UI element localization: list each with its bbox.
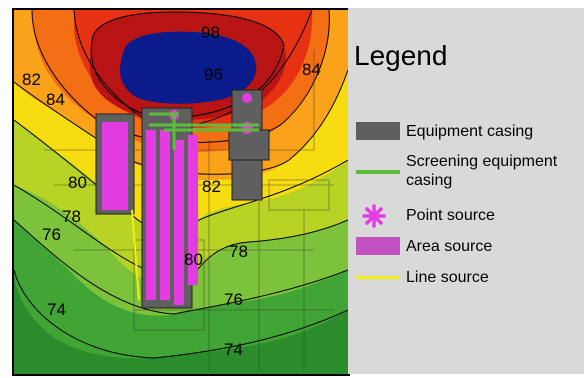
contour-label: 82: [202, 177, 221, 196]
area-source: [160, 130, 170, 300]
legend-label: Equipment casing: [406, 123, 534, 140]
legend-label: Area source: [406, 238, 493, 255]
contour-label: 76: [42, 225, 61, 244]
contour-line: [14, 269, 348, 359]
contour-line: [14, 184, 348, 281]
contour-label: 76: [224, 290, 243, 309]
point-source: [242, 93, 252, 103]
screening-equipment: [149, 112, 259, 150]
area-source: [188, 135, 198, 285]
contour-label: 78: [229, 242, 248, 261]
contour-label: 74: [224, 340, 243, 359]
green-line-icon: [356, 170, 400, 174]
contour-label: 82: [22, 70, 41, 89]
contour-label: 98: [201, 23, 220, 42]
contour-label: 80: [68, 173, 87, 192]
contour-label: 84: [46, 90, 65, 109]
legend-label: Point source: [406, 207, 495, 224]
legend-label: Line source: [406, 269, 489, 286]
legend-title: Legend: [354, 40, 448, 71]
contour-line: [31, 10, 330, 143]
line-source: [131, 209, 140, 301]
gray-rectangle-icon: [356, 122, 400, 140]
yellow-line-icon: [356, 276, 400, 279]
legend-label: Screening equipment casing: [406, 153, 558, 189]
area-source: [174, 140, 184, 305]
contour-label: 96: [204, 65, 223, 84]
contour-map-svg: 98 96 84 82 84 82 80 78 76 78 76 74 74 8…: [14, 10, 348, 374]
magenta-asterisk-icon: [362, 204, 386, 228]
site-building: [268, 179, 330, 211]
noise-contour-map: 98 96 84 82 84 82 80 78 76 78 76 74 74 8…: [12, 8, 350, 376]
legend-panel: Legend Equipment casing Screening equipm…: [348, 8, 584, 374]
equipment-casing: [228, 129, 270, 161]
point-source: [106, 152, 122, 168]
contour-line: [90, 11, 285, 119]
contour-label: 84: [302, 60, 321, 79]
contour-label: 78: [62, 207, 81, 226]
magenta-rectangle-icon: [356, 237, 400, 255]
area-source: [146, 130, 156, 300]
contour-label: 80: [184, 250, 203, 269]
band-98-core: [119, 31, 257, 104]
contour-line: [14, 69, 348, 175]
asterisk-svg: [362, 204, 386, 228]
contour-label: 74: [47, 300, 66, 319]
contour-line: [14, 219, 348, 315]
